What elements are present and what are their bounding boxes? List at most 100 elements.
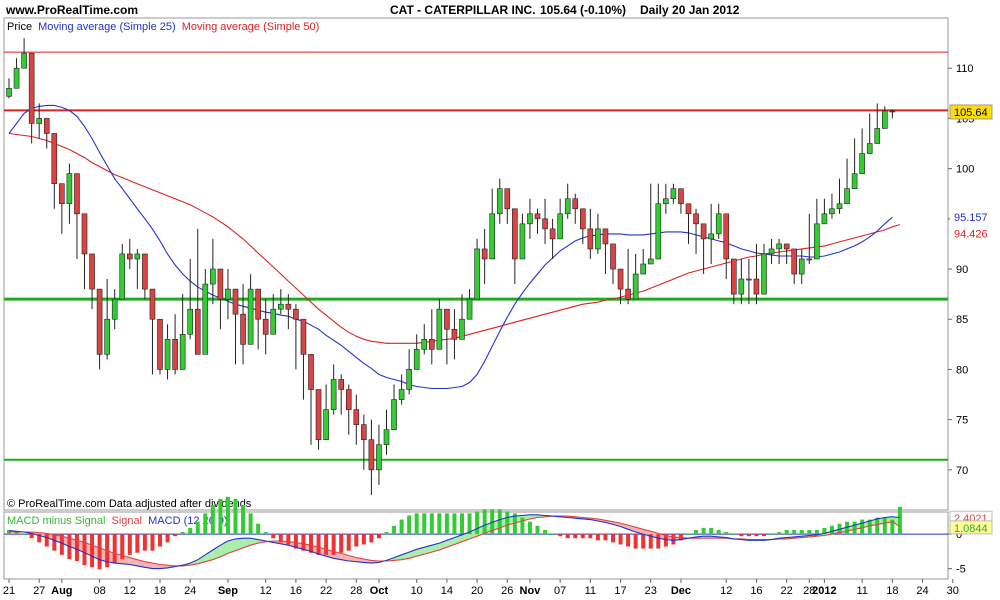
ma50-value-tag: 94.426 xyxy=(954,229,988,241)
macd-hist-bar xyxy=(852,521,857,535)
macd-hist-bar xyxy=(512,513,517,535)
macd-hist-bar xyxy=(829,525,834,535)
x-tick-label: 21 xyxy=(3,585,15,597)
candle-body-up xyxy=(715,213,722,235)
candle-body-up xyxy=(527,213,533,225)
candle-body-down xyxy=(308,354,314,390)
candle-body-up xyxy=(663,198,669,205)
macd-fill xyxy=(227,538,236,554)
macd-hist-bar xyxy=(814,529,819,535)
candle xyxy=(119,243,126,300)
macd-hist-bar xyxy=(248,513,253,535)
macd-hist-bar xyxy=(777,532,782,535)
candle xyxy=(157,318,163,375)
macd-hist-bar xyxy=(127,534,132,555)
candle xyxy=(217,268,224,330)
candle xyxy=(96,288,103,370)
macd-hist-bar xyxy=(611,534,615,543)
x-tick-label: 14 xyxy=(441,585,453,597)
candle xyxy=(232,288,239,365)
candle xyxy=(496,178,503,224)
candle-body-down xyxy=(345,389,352,410)
x-tick-label: 28 xyxy=(350,585,362,597)
candle xyxy=(406,349,412,395)
footer-note: © ProRealTime.com Data adjusted after di… xyxy=(7,498,252,510)
signal-value-tag: 1.0844 xyxy=(954,523,988,535)
macd-hist-bar xyxy=(188,527,193,535)
candle-body-down xyxy=(504,188,511,210)
macd-hist-bar xyxy=(369,534,374,543)
candle xyxy=(806,213,813,264)
candle-body-down xyxy=(51,133,58,184)
candle xyxy=(685,203,692,244)
candle-body-down xyxy=(791,248,798,275)
macd-hist-bar xyxy=(256,523,261,535)
candle-body-up xyxy=(874,128,881,144)
candle-body-up xyxy=(761,253,767,295)
candle xyxy=(610,243,616,285)
candle-body-up xyxy=(36,118,43,124)
macd-hist-bar xyxy=(875,517,880,535)
macd-hist-bar xyxy=(867,519,872,535)
candle xyxy=(889,109,896,119)
candle xyxy=(761,243,767,295)
candle-body-up xyxy=(376,444,382,471)
macd-hist-bar xyxy=(573,534,578,539)
macd-hist-bar xyxy=(407,515,412,535)
x-tick-label: 26 xyxy=(501,585,513,597)
price-change: 105.64 (-0.10%) xyxy=(540,3,626,17)
x-tick-label: 24 xyxy=(184,585,196,597)
candle xyxy=(859,128,865,174)
candle-body-up xyxy=(421,339,428,350)
macd-fill xyxy=(416,547,425,557)
macd-fill xyxy=(529,514,538,519)
macd-hist-bar xyxy=(648,534,653,549)
x-tick-label: 10 xyxy=(411,585,423,597)
candle xyxy=(210,238,216,305)
candle-body-down xyxy=(96,288,103,355)
candle-body-down xyxy=(255,288,261,320)
candle-body-down xyxy=(428,339,435,350)
candle-body-down xyxy=(444,308,450,330)
candle-body-down xyxy=(534,213,541,220)
candle-body-down xyxy=(693,213,699,225)
macd-hist-bar xyxy=(686,534,691,535)
candle-body-down xyxy=(572,198,579,210)
macd-hist-bar xyxy=(158,534,162,547)
macd-fill xyxy=(235,538,243,551)
candle-body-up xyxy=(202,283,209,355)
candle xyxy=(881,106,888,129)
candle xyxy=(587,208,594,259)
macd-hist-bar xyxy=(293,534,298,549)
macd-hist-bar xyxy=(467,513,472,535)
macd-hist-bar xyxy=(444,513,449,535)
macd-line xyxy=(8,514,900,570)
candle-body-up xyxy=(277,303,284,310)
candle-body-down xyxy=(149,288,156,320)
macd-hist-bar xyxy=(762,534,766,537)
candle-body-up xyxy=(134,253,141,260)
macd-fill xyxy=(220,541,228,557)
macd-hist-bar xyxy=(437,513,442,535)
candle-body-down xyxy=(127,253,133,260)
macd-hist-bar xyxy=(897,506,902,535)
candle-body-down xyxy=(89,253,95,290)
candle xyxy=(444,308,450,365)
svg-text:MACD minus Signal Signal: MACD minus Signal Signal MACD (12 26 9) xyxy=(7,515,228,527)
candle xyxy=(255,288,261,350)
candle-body-up xyxy=(225,288,231,300)
macd-hist-bar xyxy=(603,534,608,541)
macd-hist-bar xyxy=(22,534,27,535)
ma25-value-tag-bg xyxy=(950,210,992,225)
candle xyxy=(345,384,352,435)
x-tick-label: 22 xyxy=(781,585,793,597)
candle-body-up xyxy=(814,223,820,260)
candle xyxy=(28,52,35,144)
macd-hist-bar xyxy=(769,534,774,535)
macd-hist-bar xyxy=(59,534,64,555)
macd-hist-bar xyxy=(845,521,850,535)
candle xyxy=(262,299,269,355)
x-tick-label: 12 xyxy=(260,585,272,597)
candle xyxy=(874,103,881,144)
candle-body-down xyxy=(300,318,307,355)
